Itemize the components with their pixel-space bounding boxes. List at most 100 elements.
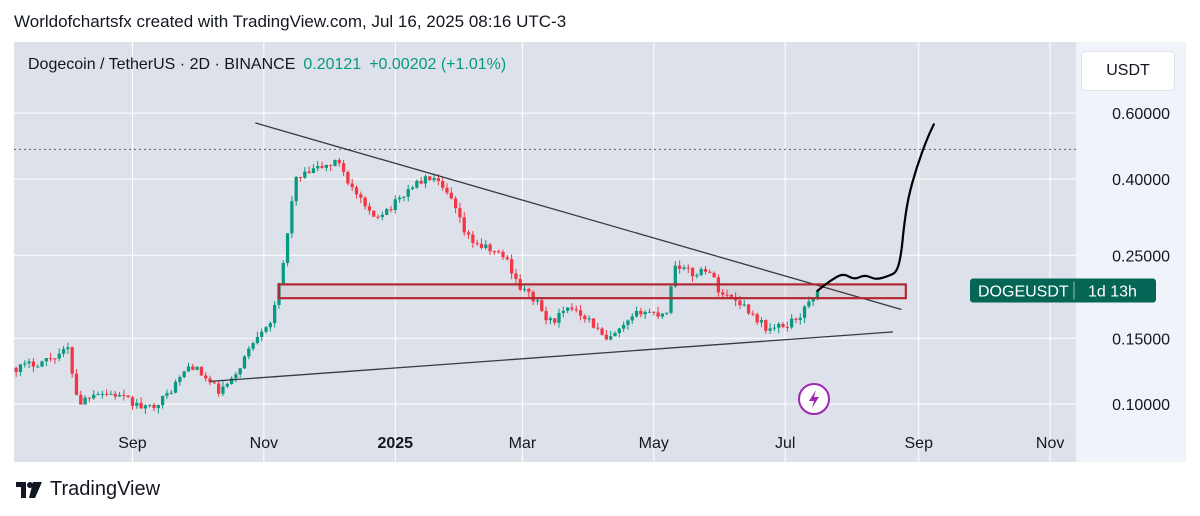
resistance-zone[interactable] xyxy=(277,283,907,300)
candle-body xyxy=(165,393,169,396)
x-tick-label: Sep xyxy=(118,435,147,452)
candle-body xyxy=(61,348,66,354)
candle xyxy=(160,395,165,409)
candle-body xyxy=(242,356,247,369)
candle xyxy=(298,176,303,182)
candle-body xyxy=(634,310,639,317)
candle-body xyxy=(346,171,350,184)
candle-body xyxy=(410,187,415,190)
candle xyxy=(238,367,242,378)
candle xyxy=(768,323,772,335)
candle xyxy=(453,196,458,214)
legend-price: 0.20121 xyxy=(303,56,362,73)
tradingview-logo-icon xyxy=(16,481,42,498)
candle-body xyxy=(402,196,406,198)
y-tick-label: 0.40000 xyxy=(1112,172,1170,189)
candle-body xyxy=(385,209,389,215)
candlestick-chart[interactable]: Sep Nov 2025 Mar May Jul Sep Nov 0.60000 0.40000 0… xyxy=(14,42,1186,462)
candle xyxy=(173,379,178,394)
candle-body xyxy=(453,198,458,209)
candle-body xyxy=(626,320,630,325)
candle xyxy=(621,321,626,332)
candle-body xyxy=(70,347,74,374)
ticker-badge-bg xyxy=(970,278,1156,303)
candle xyxy=(441,176,445,191)
candle-body xyxy=(372,210,376,217)
candle-body xyxy=(294,176,298,202)
chart-frame[interactable]: Sep Nov 2025 Mar May Jul Sep Nov 0.60000 0.40000 0… xyxy=(14,42,1186,462)
lightning-icon[interactable] xyxy=(798,383,830,415)
candle xyxy=(329,164,333,172)
candle-body xyxy=(535,300,540,302)
candle-body xyxy=(630,316,634,321)
candle xyxy=(497,249,501,254)
candle-body xyxy=(660,313,665,317)
candle-body xyxy=(432,178,436,181)
legend-change: +0.00202 (+1.01%) xyxy=(369,56,507,73)
brand-name: TradingView xyxy=(50,478,161,500)
candle-body xyxy=(807,301,811,307)
candle-body xyxy=(652,311,656,313)
candle-body xyxy=(557,312,561,323)
candle-body xyxy=(428,176,432,181)
candle-body xyxy=(74,373,79,395)
candle xyxy=(217,380,221,397)
candle xyxy=(746,303,751,315)
candle-body xyxy=(225,383,229,387)
candle-body xyxy=(182,371,186,378)
candle-body xyxy=(14,367,18,372)
candle xyxy=(316,160,320,172)
candle-body xyxy=(639,310,643,315)
candle xyxy=(341,159,346,177)
candle-body xyxy=(156,405,160,409)
ticker-badge[interactable]: DOGEUSDT 1d 13h xyxy=(970,278,1156,303)
candle-body xyxy=(178,377,182,382)
candle xyxy=(117,391,122,397)
plot-area[interactable] xyxy=(14,42,1076,462)
candle xyxy=(221,381,225,397)
candle xyxy=(755,312,759,325)
candle-body xyxy=(36,366,40,368)
projection-path[interactable] xyxy=(816,123,935,292)
candle xyxy=(665,312,669,316)
candle-body xyxy=(169,392,173,394)
candle-body xyxy=(656,312,660,317)
candle xyxy=(660,312,665,319)
candle xyxy=(130,395,135,410)
ascending-trendline[interactable] xyxy=(209,331,893,383)
candle-body xyxy=(135,402,139,406)
candle-body xyxy=(204,375,208,379)
candle-body xyxy=(113,393,117,397)
candle xyxy=(260,328,264,342)
candle xyxy=(617,327,621,338)
candle-body xyxy=(798,317,802,320)
candle-body xyxy=(449,192,453,199)
candle-body xyxy=(647,311,652,313)
descending-trendline[interactable] xyxy=(255,122,902,311)
candle-body xyxy=(27,361,31,364)
candle-body xyxy=(109,393,113,395)
candle xyxy=(122,389,126,401)
candle xyxy=(152,402,156,412)
candle xyxy=(501,249,505,261)
currency-button[interactable]: USDT xyxy=(1081,51,1175,91)
candle-body xyxy=(130,397,135,406)
candle xyxy=(268,321,272,332)
candle-body xyxy=(87,397,92,399)
candle-body xyxy=(234,374,238,379)
candle xyxy=(522,285,527,292)
candle xyxy=(790,314,794,330)
y-tick-label: 0.25000 xyxy=(1112,248,1170,265)
candle xyxy=(285,233,290,267)
candle-body xyxy=(273,305,277,324)
candle xyxy=(294,175,298,206)
candle xyxy=(402,196,406,202)
candle xyxy=(423,174,428,188)
candle-body xyxy=(436,178,441,182)
candle-body xyxy=(802,306,807,318)
candle xyxy=(290,196,294,239)
candle xyxy=(40,360,44,368)
candle xyxy=(178,375,182,387)
candle-body xyxy=(251,343,255,349)
candle-body xyxy=(247,348,251,357)
